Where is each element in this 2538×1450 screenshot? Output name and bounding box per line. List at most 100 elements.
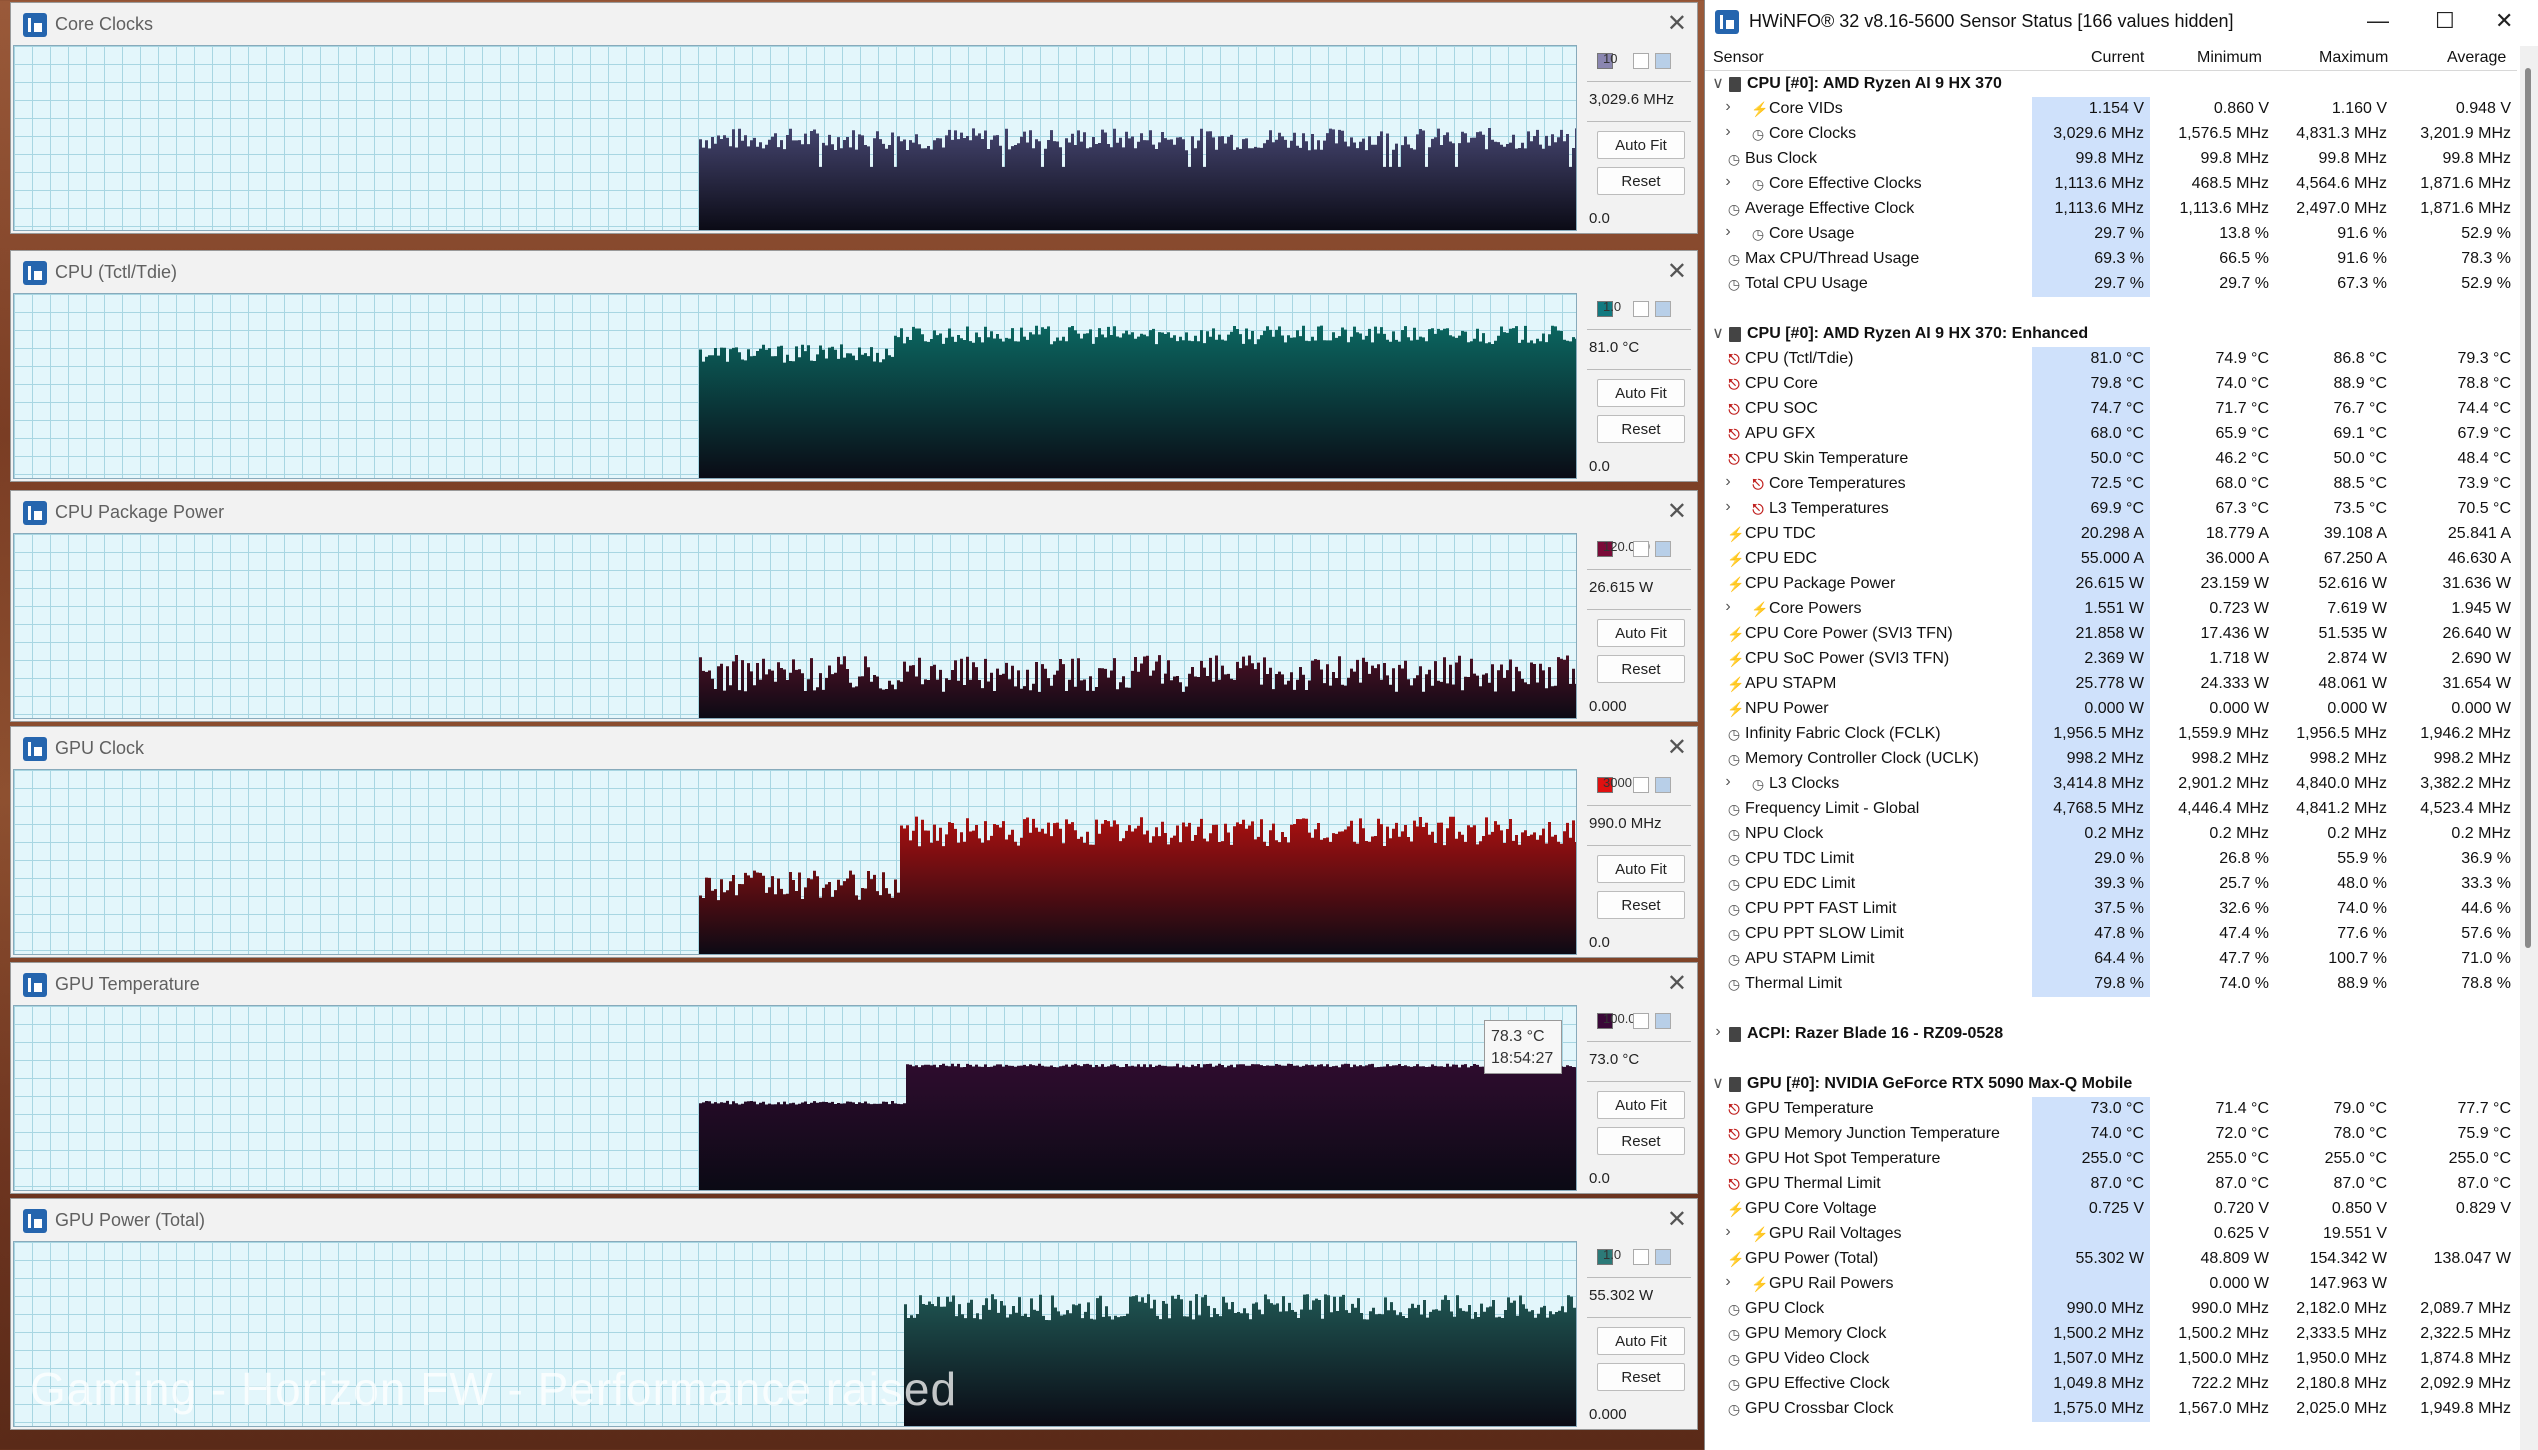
sensor-row[interactable]: ◷ CPU TDC Limit 29.0 % 26.8 % 55.9 % 36.…: [1705, 847, 2517, 872]
sensor-row[interactable]: › ⚡ Core VIDs 1.154 V 0.860 V 1.160 V 0.…: [1705, 97, 2517, 122]
sensor-row[interactable]: › ◷ Core Clocks 3,029.6 MHz 1,576.5 MHz …: [1705, 122, 2517, 147]
col-average[interactable]: Average: [2447, 49, 2507, 66]
reset-button[interactable]: Reset: [1597, 1363, 1685, 1391]
vertical-scrollbar[interactable]: [2520, 46, 2538, 1450]
sensor-row[interactable]: ◷ Total CPU Usage 29.7 % 29.7 % 67.3 % 5…: [1705, 272, 2517, 297]
option-checkbox[interactable]: [1633, 53, 1649, 69]
auto-fit-button[interactable]: Auto Fit: [1597, 131, 1685, 159]
sensor-group-header[interactable]: › ACPI: Razer Blade 16 - RZ09-0528: [1705, 1022, 2517, 1047]
sensor-row[interactable]: ◷ GPU Video Clock 1,507.0 MHz 1,500.0 MH…: [1705, 1347, 2517, 1372]
close-icon[interactable]: ✕: [1666, 498, 1687, 525]
sensor-group-header[interactable]: ∨ CPU [#0]: AMD Ryzen AI 9 HX 370: Enhan…: [1705, 322, 2517, 347]
sensor-row[interactable]: ◷ GPU Effective Clock 1,049.8 MHz 722.2 …: [1705, 1372, 2517, 1397]
color-swatch[interactable]: [1597, 301, 1613, 317]
sensor-row[interactable]: ◷ Frequency Limit - Global 4,768.5 MHz 4…: [1705, 797, 2517, 822]
sensor-row[interactable]: › ◷ Core Usage 29.7 % 13.8 % 91.6 % 52.9…: [1705, 222, 2517, 247]
chevron-right-icon[interactable]: ›: [1725, 773, 1731, 790]
sensor-row[interactable]: ⎋ GPU Temperature 73.0 °C 71.4 °C 79.0 °…: [1705, 1097, 2517, 1122]
sensor-row[interactable]: ⚡ APU STAPM 25.778 W 24.333 W 48.061 W 3…: [1705, 672, 2517, 697]
color-swatch[interactable]: [1597, 1013, 1613, 1029]
chevron-right-icon[interactable]: ›: [1715, 1023, 1721, 1040]
reset-button[interactable]: Reset: [1597, 655, 1685, 683]
option-checkbox[interactable]: [1633, 1013, 1649, 1029]
close-button[interactable]: ✕: [2495, 8, 2514, 33]
option-checkbox[interactable]: [1655, 53, 1671, 69]
close-icon[interactable]: ✕: [1666, 1206, 1687, 1233]
sensor-row[interactable]: ◷ Average Effective Clock 1,113.6 MHz 1,…: [1705, 197, 2517, 222]
scrollbar-thumb[interactable]: [2525, 68, 2531, 948]
auto-fit-button[interactable]: Auto Fit: [1597, 855, 1685, 883]
sensor-row[interactable]: › ⎋ Core Temperatures 72.5 °C 68.0 °C 88…: [1705, 472, 2517, 497]
sensor-row[interactable]: › ⚡ GPU Rail Voltages 0.625 V 19.551 V: [1705, 1222, 2517, 1247]
sensor-row[interactable]: ⎋ CPU SOC 74.7 °C 71.7 °C 76.7 °C 74.4 °…: [1705, 397, 2517, 422]
sensor-group-header[interactable]: ∨ GPU [#0]: NVIDIA GeForce RTX 5090 Max-…: [1705, 1072, 2517, 1097]
sensor-row[interactable]: › ⎋ L3 Temperatures 69.9 °C 67.3 °C 73.5…: [1705, 497, 2517, 522]
chevron-right-icon[interactable]: ›: [1725, 123, 1731, 140]
option-checkbox[interactable]: [1633, 541, 1649, 557]
sensor-row[interactable]: ⎋ GPU Thermal Limit 87.0 °C 87.0 °C 87.0…: [1705, 1172, 2517, 1197]
sensor-row[interactable]: ◷ NPU Clock 0.2 MHz 0.2 MHz 0.2 MHz 0.2 …: [1705, 822, 2517, 847]
close-icon[interactable]: ✕: [1666, 970, 1687, 997]
chevron-right-icon[interactable]: ›: [1725, 598, 1731, 615]
minimize-button[interactable]: —: [2367, 8, 2389, 33]
sensor-row[interactable]: › ⚡ Core Powers 1.551 W 0.723 W 7.619 W …: [1705, 597, 2517, 622]
sensor-row[interactable]: ⎋ CPU Core 79.8 °C 74.0 °C 88.9 °C 78.8 …: [1705, 372, 2517, 397]
sensor-row[interactable]: ◷ Bus Clock 99.8 MHz 99.8 MHz 99.8 MHz 9…: [1705, 147, 2517, 172]
option-checkbox[interactable]: [1655, 301, 1671, 317]
option-checkbox[interactable]: [1633, 1249, 1649, 1265]
sensor-row[interactable]: › ⚡ GPU Rail Powers 0.000 W 147.963 W: [1705, 1272, 2517, 1297]
auto-fit-button[interactable]: Auto Fit: [1597, 1327, 1685, 1355]
sensor-row[interactable]: › ◷ Core Effective Clocks 1,113.6 MHz 46…: [1705, 172, 2517, 197]
sensor-row[interactable]: ⚡ CPU Package Power 26.615 W 23.159 W 52…: [1705, 572, 2517, 597]
chevron-down-icon[interactable]: ∨: [1712, 1075, 1724, 1092]
maximize-button[interactable]: ☐: [2435, 8, 2455, 33]
sensor-row[interactable]: ⚡ CPU SoC Power (SVI3 TFN) 2.369 W 1.718…: [1705, 647, 2517, 672]
sensor-row[interactable]: ◷ CPU EDC Limit 39.3 % 25.7 % 48.0 % 33.…: [1705, 872, 2517, 897]
sensor-row[interactable]: ⚡ GPU Power (Total) 55.302 W 48.809 W 15…: [1705, 1247, 2517, 1272]
color-swatch[interactable]: [1597, 777, 1613, 793]
sensor-row[interactable]: ◷ Infinity Fabric Clock (FCLK) 1,956.5 M…: [1705, 722, 2517, 747]
close-icon[interactable]: ✕: [1666, 734, 1687, 761]
sensor-row[interactable]: ⚡ NPU Power 0.000 W 0.000 W 0.000 W 0.00…: [1705, 697, 2517, 722]
reset-button[interactable]: Reset: [1597, 1127, 1685, 1155]
chevron-down-icon[interactable]: ∨: [1712, 325, 1724, 342]
col-maximum[interactable]: Maximum: [2319, 49, 2389, 66]
col-current[interactable]: Current: [2091, 49, 2145, 66]
sensor-row[interactable]: ◷ Max CPU/Thread Usage 69.3 % 66.5 % 91.…: [1705, 247, 2517, 272]
chevron-right-icon[interactable]: ›: [1725, 498, 1731, 515]
sensor-group-header[interactable]: ∨ CPU [#0]: AMD Ryzen AI 9 HX 370: [1705, 72, 2517, 97]
reset-button[interactable]: Reset: [1597, 415, 1685, 443]
sensor-row[interactable]: ⎋ APU GFX 68.0 °C 65.9 °C 69.1 °C 67.9 °…: [1705, 422, 2517, 447]
chevron-right-icon[interactable]: ›: [1725, 1223, 1731, 1240]
sensor-row[interactable]: › ◷ L3 Clocks 3,414.8 MHz 2,901.2 MHz 4,…: [1705, 772, 2517, 797]
close-icon[interactable]: ✕: [1666, 258, 1687, 285]
color-swatch[interactable]: [1597, 1249, 1613, 1265]
sensor-row[interactable]: ⎋ CPU (Tctl/Tdie) 81.0 °C 74.9 °C 86.8 °…: [1705, 347, 2517, 372]
sensor-row[interactable]: ⚡ CPU EDC 55.000 A 36.000 A 67.250 A 46.…: [1705, 547, 2517, 572]
sensor-row[interactable]: ◷ GPU Memory Clock 1,500.2 MHz 1,500.2 M…: [1705, 1322, 2517, 1347]
chevron-right-icon[interactable]: ›: [1725, 1273, 1731, 1290]
col-sensor[interactable]: Sensor: [1713, 49, 1764, 66]
sensor-row[interactable]: ◷ GPU Clock 990.0 MHz 990.0 MHz 2,182.0 …: [1705, 1297, 2517, 1322]
close-icon[interactable]: ✕: [1666, 10, 1687, 37]
reset-button[interactable]: Reset: [1597, 891, 1685, 919]
sensor-row[interactable]: ◷ GPU Crossbar Clock 1,575.0 MHz 1,567.0…: [1705, 1397, 2517, 1422]
sensor-row[interactable]: ◷ CPU PPT FAST Limit 37.5 % 32.6 % 74.0 …: [1705, 897, 2517, 922]
sensor-row[interactable]: ⚡ GPU Core Voltage 0.725 V 0.720 V 0.850…: [1705, 1197, 2517, 1222]
reset-button[interactable]: Reset: [1597, 167, 1685, 195]
sensor-row[interactable]: ⎋ CPU Skin Temperature 50.0 °C 46.2 °C 5…: [1705, 447, 2517, 472]
chevron-down-icon[interactable]: ∨: [1712, 75, 1724, 92]
chevron-right-icon[interactable]: ›: [1725, 98, 1731, 115]
chevron-right-icon[interactable]: ›: [1725, 473, 1731, 490]
chevron-right-icon[interactable]: ›: [1725, 223, 1731, 240]
sensor-row[interactable]: ⚡ CPU TDC 20.298 A 18.779 A 39.108 A 25.…: [1705, 522, 2517, 547]
col-minimum[interactable]: Minimum: [2197, 49, 2262, 66]
sensor-row[interactable]: ◷ Memory Controller Clock (UCLK) 998.2 M…: [1705, 747, 2517, 772]
chevron-right-icon[interactable]: ›: [1725, 173, 1731, 190]
option-checkbox[interactable]: [1633, 301, 1649, 317]
sensor-row[interactable]: ◷ APU STAPM Limit 64.4 % 47.7 % 100.7 % …: [1705, 947, 2517, 972]
color-swatch[interactable]: [1597, 541, 1613, 557]
sensor-row[interactable]: ⎋ GPU Hot Spot Temperature 255.0 °C 255.…: [1705, 1147, 2517, 1172]
option-checkbox[interactable]: [1633, 777, 1649, 793]
option-checkbox[interactable]: [1655, 541, 1671, 557]
